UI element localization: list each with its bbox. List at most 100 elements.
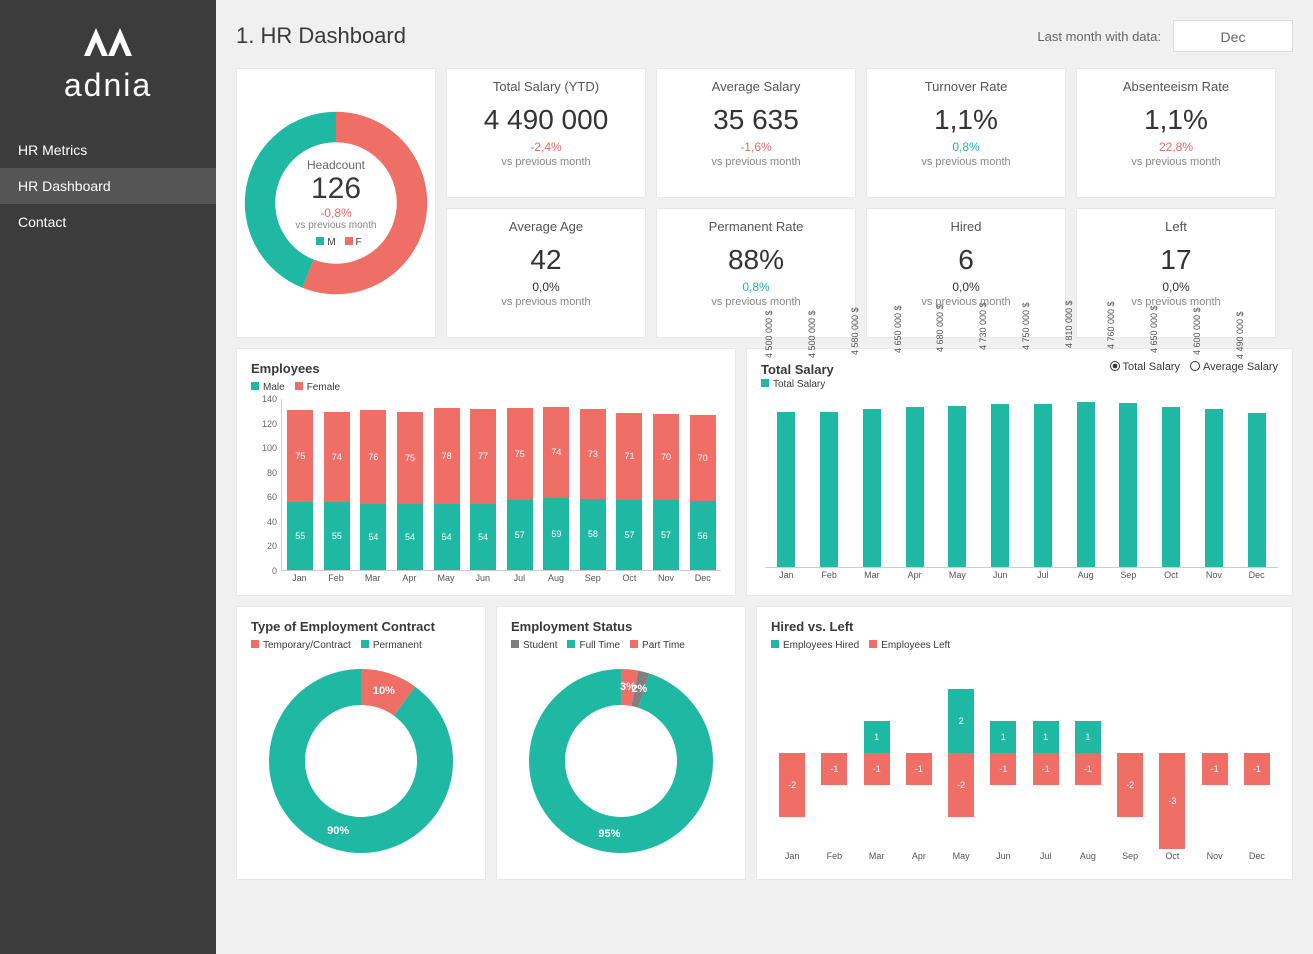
employees-bar: 70 57 [648, 414, 685, 570]
salary-radio[interactable]: Average Salary [1190, 361, 1278, 373]
kpi-card: Turnover Rate 1,1% 0,8% vs previous mont… [866, 68, 1066, 198]
kpi-title: Hired [871, 219, 1061, 234]
page-title: 1. HR Dashboard [236, 23, 406, 49]
employees-bar: 75 57 [501, 408, 538, 570]
x-label: May [940, 851, 982, 867]
x-label: Sep [574, 573, 611, 589]
x-label: Aug [1067, 851, 1109, 867]
x-label: Oct [1151, 851, 1193, 867]
salary-bar: 4 750 000 $ [1022, 404, 1065, 567]
x-label: Oct [611, 573, 648, 589]
left-bar: -2 [779, 753, 805, 817]
kpi-delta: 0,0% [871, 280, 1061, 294]
x-label: Apr [893, 570, 936, 586]
hvl-column: -2 [1109, 657, 1151, 849]
month-select[interactable]: Dec [1173, 20, 1293, 52]
hvl-column: -1 [1194, 657, 1236, 849]
salary-bar: 4 580 000 $ [851, 409, 894, 567]
kpi-delta: -2,4% [451, 140, 641, 154]
x-label: Aug [538, 573, 575, 589]
legend-item: Full Time [567, 640, 620, 651]
headcount-legend: M F [310, 237, 361, 248]
kpi-delta: 0,0% [451, 280, 641, 294]
employees-bar: 75 54 [392, 412, 429, 570]
kpi-card: Total Salary (YTD) 4 490 000 -2,4% vs pr… [446, 68, 646, 198]
kpi-card: Average Age 42 0,0% vs previous month [446, 208, 646, 338]
salary-legend: Total Salary [761, 379, 1278, 390]
hvl-column: 1-1 [1025, 657, 1067, 849]
hvl-column: -3 [1151, 657, 1193, 849]
x-label: Dec [684, 573, 721, 589]
kpi-title: Average Salary [661, 79, 851, 94]
nav-item-hr-metrics[interactable]: HR Metrics [0, 132, 216, 168]
x-label: Apr [898, 851, 940, 867]
headcount-delta: -0,8% [320, 206, 351, 220]
legend-item: Female [295, 382, 340, 393]
left-bar: -2 [1117, 753, 1143, 817]
employees-bar: 75 55 [282, 410, 319, 570]
kpi-delta: 0,8% [871, 140, 1061, 154]
salary-bar-label: 4 490 000 $ [1235, 311, 1245, 359]
salary-panel: Total Salary Total SalaryAverage Salary … [746, 348, 1293, 596]
left-bar: -1 [1033, 753, 1059, 785]
headcount-card: Headcount 126 -0,8% vs previous month M … [236, 68, 436, 338]
employees-bar: 71 57 [611, 413, 648, 570]
salary-bar-label: 4 810 000 $ [1064, 300, 1074, 348]
kpi-subtext: vs previous month [871, 156, 1061, 168]
hired-left-chart: -2-11-1-12-21-11-11-1-2-3-1-1JanFebMarAp… [771, 657, 1278, 867]
hvl-column: -1 [898, 657, 940, 849]
x-label: Jun [982, 851, 1024, 867]
donut-slice-label: 90% [327, 825, 349, 837]
left-bar: -1 [821, 753, 847, 785]
status-legend: StudentFull TimePart Time [511, 640, 731, 651]
kpi-subtext: vs previous month [1081, 156, 1271, 168]
x-label: Dec [1236, 851, 1278, 867]
salary-bar: 4 650 000 $ [893, 407, 936, 567]
brand-icon [80, 24, 136, 60]
kpi-card: Permanent Rate 88% 0,8% vs previous mont… [656, 208, 856, 338]
left-bar: -1 [906, 753, 932, 785]
x-label: Jul [1025, 851, 1067, 867]
nav-item-hr-dashboard[interactable]: HR Dashboard [0, 168, 216, 204]
left-bar: -1 [864, 753, 890, 785]
salary-chart: 4 500 000 $ 4 500 000 $ 4 580 000 $ 4 65… [761, 396, 1278, 586]
legend-item: Male [251, 382, 285, 393]
hvl-column: 2-2 [940, 657, 982, 849]
headcount-label: Headcount [307, 158, 365, 172]
employees-panel: Employees MaleFemale 020406080100120140 … [236, 348, 736, 596]
nav-item-contact[interactable]: Contact [0, 204, 216, 240]
x-label: Nov [648, 573, 685, 589]
employees-bar: 74 55 [319, 412, 356, 570]
left-bar: -1 [1244, 753, 1270, 785]
kpi-subtext: vs previous month [451, 296, 641, 308]
x-label: May [936, 570, 979, 586]
hvl-column: 1-1 [1067, 657, 1109, 849]
salary-radio[interactable]: Total Salary [1110, 361, 1180, 373]
hired-left-title: Hired vs. Left [771, 619, 1278, 634]
x-label: Jul [501, 573, 538, 589]
kpi-grid: Total Salary (YTD) 4 490 000 -2,4% vs pr… [236, 68, 1293, 338]
x-label: Apr [391, 573, 428, 589]
donut-slice-label: 2% [631, 683, 647, 695]
left-bar: -1 [990, 753, 1016, 785]
employees-title: Employees [251, 361, 721, 376]
salary-radio-group: Total Salary Average Salary [1100, 361, 1279, 373]
salary-bar-label: 4 730 000 $ [978, 303, 988, 351]
x-label: Mar [851, 570, 894, 586]
salary-bar-label: 4 500 000 $ [764, 311, 774, 359]
x-label: Feb [808, 570, 851, 586]
status-donut: 3%2%95% [521, 661, 721, 861]
x-label: Oct [1150, 570, 1193, 586]
main: 1. HR Dashboard Last month with data: De… [216, 0, 1313, 954]
kpi-subtext: vs previous month [451, 156, 641, 168]
legend-item: Part Time [630, 640, 685, 651]
contract-donut-svg [261, 661, 461, 861]
hired-bar: 1 [990, 721, 1016, 753]
hired-bar: 1 [1075, 721, 1101, 753]
salary-bar-label: 4 600 000 $ [1192, 307, 1202, 355]
salary-bar: 4 500 000 $ [765, 412, 808, 567]
left-bar: -1 [1075, 753, 1101, 785]
kpi-card: Average Salary 35 635 -1,6% vs previous … [656, 68, 856, 198]
kpi-value: 1,1% [871, 104, 1061, 136]
hired-bar: 1 [864, 721, 890, 753]
